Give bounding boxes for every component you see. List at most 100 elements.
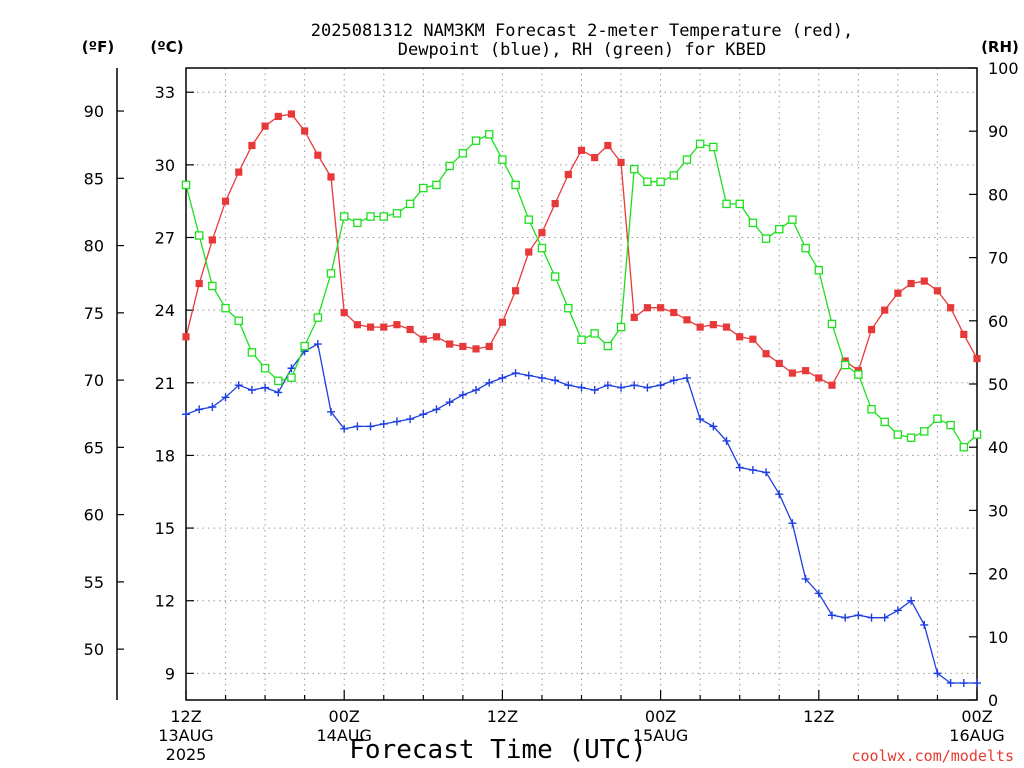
- celsius-unit-label: (ºC): [150, 38, 183, 56]
- rh-point: [827, 319, 837, 329]
- rh-point: [682, 155, 692, 164]
- dewpoint-point: [656, 381, 665, 390]
- dewpoint-point: [735, 463, 744, 472]
- rh-point: [194, 231, 204, 240]
- rh-point: [287, 373, 296, 382]
- dewpoint-point: [617, 383, 626, 392]
- rh-point: [920, 427, 929, 436]
- temperature-point: [749, 335, 757, 343]
- rh-point: [353, 218, 362, 228]
- rh-tick-label: 0: [988, 691, 998, 710]
- rh-point: [458, 149, 468, 158]
- temperature-point: [551, 200, 559, 208]
- dewpoint-point: [880, 613, 889, 622]
- rh-point: [471, 136, 481, 145]
- temperature-point: [709, 321, 717, 329]
- rh-tick-label: 60: [988, 312, 1008, 331]
- temperature-point: [881, 306, 889, 314]
- x-axis-label: Forecast Time (UTC): [349, 735, 646, 765]
- dewpoint-point: [709, 422, 718, 431]
- rh-point: [722, 199, 731, 209]
- dewpoint-point: [472, 386, 481, 395]
- rh-point: [419, 183, 428, 193]
- temperature-point: [802, 367, 810, 375]
- dewpoint-point: [511, 369, 520, 378]
- rh-point: [405, 199, 415, 209]
- temperature-point: [907, 279, 915, 288]
- rh-point: [603, 341, 613, 351]
- dewpoint-point: [379, 419, 388, 428]
- rh-point: [313, 313, 323, 322]
- dewpoint-point: [577, 383, 586, 392]
- temperature-point: [485, 342, 493, 351]
- temperature-point: [933, 287, 942, 295]
- dewpoint-point: [893, 606, 902, 615]
- temperature-point: [301, 127, 309, 135]
- dewpoint-point: [247, 386, 256, 395]
- rh-point: [432, 180, 441, 190]
- x-tick-label: 16AUG: [949, 726, 1004, 745]
- rh-point: [840, 360, 850, 370]
- temperature-point: [788, 369, 797, 377]
- rh-point: [484, 130, 494, 139]
- rh-point: [656, 177, 665, 187]
- rh-unit-label: (RH): [981, 38, 1019, 56]
- rh-point: [801, 243, 810, 253]
- temperature-point: [670, 308, 678, 317]
- celsius-tick-label: 33: [155, 83, 175, 102]
- fahrenheit-tick-label: 55: [84, 573, 104, 592]
- temperature-point: [406, 325, 414, 334]
- temperature-point: [366, 323, 375, 331]
- rh-tick-label: 90: [988, 122, 1008, 141]
- dewpoint-point: [313, 340, 322, 349]
- x-tick-label: 12Z: [170, 707, 201, 726]
- temperature-point: [340, 308, 348, 317]
- temperature-point: [591, 153, 599, 162]
- rh-point: [537, 243, 547, 253]
- rh-tick-label: 30: [988, 501, 1008, 520]
- rh-point: [181, 180, 191, 190]
- rh-point: [761, 234, 771, 243]
- rh-point: [735, 199, 744, 209]
- temperature-point: [419, 335, 427, 343]
- celsius-tick-label: 27: [155, 229, 175, 248]
- rh-point: [669, 171, 679, 180]
- rh-point: [577, 335, 586, 345]
- dewpoint-point: [801, 574, 810, 583]
- dewpoint-point: [946, 679, 955, 688]
- dewpoint-point: [445, 398, 454, 407]
- temperature-point: [472, 345, 480, 353]
- credit-text: coolwx.com/modelts: [851, 747, 1014, 765]
- grid-lines: [186, 68, 977, 700]
- rh-point: [880, 417, 889, 427]
- temperature-point: [947, 304, 955, 312]
- temperature-point: [248, 141, 256, 150]
- temperature-point: [564, 170, 572, 179]
- temperature-point: [525, 248, 533, 256]
- dewpoint-point: [788, 519, 797, 528]
- rh-point: [590, 329, 599, 338]
- x-tick-label: 00Z: [961, 707, 992, 726]
- rh-point: [867, 405, 876, 414]
- rh-tick-label: 40: [988, 438, 1008, 457]
- rh-line: [185, 133, 978, 449]
- rh-point: [208, 281, 217, 291]
- rh-tick-label: 20: [988, 565, 1008, 584]
- rh-point: [814, 265, 824, 275]
- dewpoint-point: [590, 386, 599, 395]
- rh-point: [524, 215, 534, 224]
- rh-point: [959, 442, 969, 452]
- temperature-point: [960, 330, 968, 338]
- dewpoint-point: [234, 381, 243, 390]
- celsius-tick-label: 9: [165, 664, 175, 683]
- temperature-point: [696, 323, 704, 331]
- rh-point: [445, 161, 454, 171]
- x-tick-label: 00Z: [329, 707, 360, 726]
- rh-point: [788, 215, 797, 224]
- rh-point: [274, 376, 283, 386]
- fahrenheit-tick-label: 90: [84, 102, 104, 121]
- dewpoint-point: [366, 422, 375, 431]
- dewpoint-point: [458, 390, 467, 399]
- rh-point: [972, 430, 982, 439]
- rh-point: [392, 209, 402, 218]
